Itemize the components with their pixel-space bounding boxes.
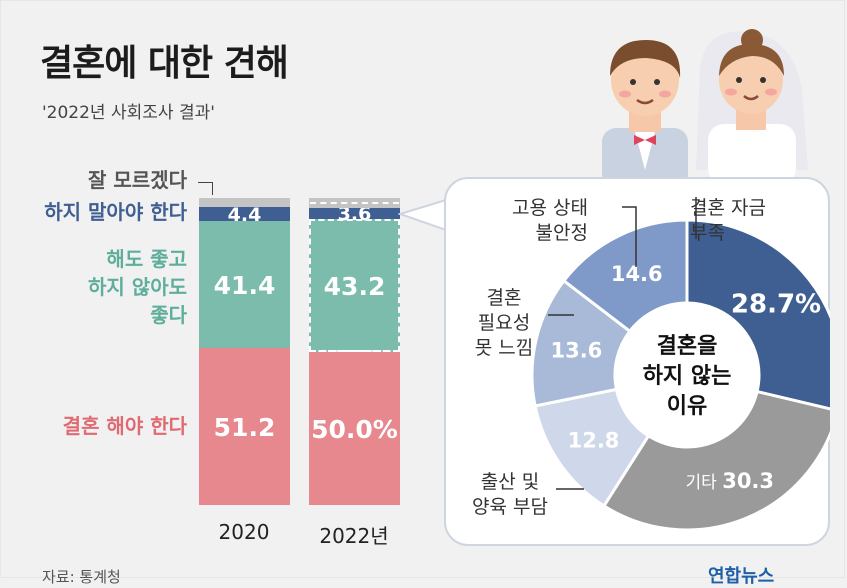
x-tick-label: 2020 xyxy=(218,520,270,544)
callout-pointer xyxy=(398,198,448,232)
pie-label-funds-line1: 결혼 자금 xyxy=(690,197,766,219)
bar-value-label: 50.0% xyxy=(311,414,398,444)
pie-value-label: 12.8 xyxy=(568,428,620,452)
pie-value-label: 28.7% xyxy=(731,290,821,320)
legend-either: 해도 좋고 하지 않아도 좋다 xyxy=(57,245,187,329)
page-title: 결혼에 대한 견해 xyxy=(40,43,289,84)
pie-category-label: 기타 xyxy=(686,473,723,493)
page-subtitle: '2022년 사회조사 결과' xyxy=(42,103,215,123)
pie-label-funds-line2: 부족 xyxy=(690,222,725,244)
pie-label-need-line2: 필요성 xyxy=(477,312,531,334)
bar-value-label: 51.2 xyxy=(213,412,276,442)
pie-value-label: 기타 30.3 xyxy=(686,469,775,493)
pie-value-label: 13.6 xyxy=(550,339,602,363)
bar-segment xyxy=(309,207,400,219)
pie-label-need-line3: 못 느낌 xyxy=(474,337,534,359)
bar-segment xyxy=(199,220,290,348)
pie-label-job-line2: 불안정 xyxy=(535,222,588,244)
pie-label-need-line1: 결혼 xyxy=(486,287,522,309)
bar-value-label: 43.2 xyxy=(323,271,386,301)
x-tick-label: 2022년 xyxy=(319,524,389,548)
pie-slice xyxy=(561,218,689,334)
pie-center-title: 이유 xyxy=(667,394,707,419)
bar-value-label: 3.6 xyxy=(337,203,372,226)
pie-label-birth: 출산 및 양육 부담 xyxy=(460,470,560,520)
legend-should-marry: 결혼 해야 한다 xyxy=(62,414,187,438)
bar-2020: 51.2 41.4 4.4 xyxy=(199,198,290,505)
legend-connector-line xyxy=(198,182,213,195)
bar-segment xyxy=(199,198,290,208)
pie-center-title: 결혼을 xyxy=(657,334,718,359)
pie-label-job-line1: 고용 상태 xyxy=(512,197,588,219)
bar-segment xyxy=(199,207,290,221)
bar-segment xyxy=(309,198,400,208)
pie-label-job: 고용 상태 불안정 xyxy=(512,196,588,246)
pie-center-title: 하지 않는 xyxy=(643,364,732,389)
legend-unsure: 잘 모르겠다 xyxy=(88,168,187,192)
pie-label-funds: 결혼 자금 부족 xyxy=(690,196,766,246)
wedding-couple-illustration xyxy=(602,29,808,180)
pie-label-birth-line1: 출산 및 xyxy=(480,471,540,493)
legend-either-line1: 해도 좋고 xyxy=(106,247,187,271)
pie-label-birth-line2: 양육 부담 xyxy=(472,496,548,518)
pie-slice xyxy=(685,218,830,411)
legend-either-line3: 좋다 xyxy=(150,303,187,327)
pie-value-text: 30.3 xyxy=(722,469,774,493)
bar-2022년: 50.0% 43.2 3.6 xyxy=(309,198,400,505)
bar-value-label: 41.4 xyxy=(213,270,276,300)
bar-value-label: 4.4 xyxy=(227,203,262,226)
bar-segment xyxy=(309,218,400,352)
pie-slice xyxy=(601,389,830,532)
bar-segment xyxy=(199,347,290,505)
source-note: 자료: 통계청 xyxy=(42,568,121,586)
pie-leader-line xyxy=(622,206,637,267)
legend-should-not: 하지 말아야 한다 xyxy=(44,200,187,224)
legend-either-line2: 하지 않아도 xyxy=(88,275,187,299)
bar-segment xyxy=(309,351,400,505)
news-logo: 연합뉴스 xyxy=(708,566,775,587)
pie-label-need: 결혼 필요성 못 느낌 xyxy=(464,286,544,361)
